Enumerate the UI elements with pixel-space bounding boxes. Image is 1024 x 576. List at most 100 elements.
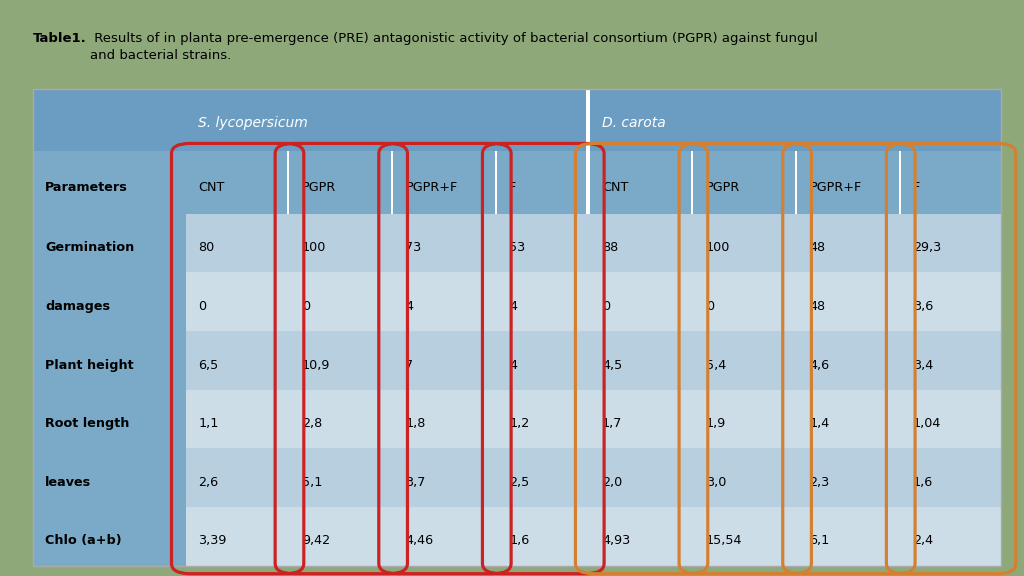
Bar <box>586 214 590 272</box>
Bar <box>393 507 497 566</box>
Bar <box>691 389 693 448</box>
Bar <box>899 214 901 272</box>
Bar <box>495 331 497 389</box>
Bar <box>795 507 797 566</box>
Bar <box>497 507 590 566</box>
Text: 15,54: 15,54 <box>706 535 742 548</box>
Bar <box>391 151 393 214</box>
Bar <box>393 272 497 331</box>
Text: 53: 53 <box>509 241 525 254</box>
Bar <box>290 272 393 331</box>
Bar <box>185 331 290 389</box>
Bar <box>393 331 497 389</box>
Bar <box>393 448 497 507</box>
Text: 5,1: 5,1 <box>302 476 323 489</box>
Text: Table1.: Table1. <box>33 32 86 45</box>
Bar <box>590 507 693 566</box>
Text: 1,9: 1,9 <box>706 417 726 430</box>
Bar <box>899 389 901 448</box>
Text: 48: 48 <box>809 300 825 313</box>
Text: PGPR: PGPR <box>706 181 740 194</box>
Bar <box>899 331 901 389</box>
Bar <box>795 214 797 272</box>
Bar <box>693 448 797 507</box>
Bar <box>497 331 590 389</box>
Bar <box>797 507 901 566</box>
Bar <box>391 507 393 566</box>
Text: 0: 0 <box>706 300 714 313</box>
Text: 4: 4 <box>509 300 517 313</box>
Bar <box>901 214 1001 272</box>
Text: CNT: CNT <box>602 181 629 194</box>
Text: F: F <box>913 181 921 194</box>
Text: Germination: Germination <box>45 241 134 254</box>
Text: 0: 0 <box>302 300 310 313</box>
Text: 4: 4 <box>509 358 517 372</box>
Bar <box>586 448 590 507</box>
Bar <box>899 448 901 507</box>
Bar <box>797 151 901 214</box>
Text: 5,4: 5,4 <box>706 358 726 372</box>
Text: 73: 73 <box>406 241 422 254</box>
Bar <box>691 448 693 507</box>
Bar <box>586 272 590 331</box>
Bar <box>393 389 497 448</box>
Bar <box>290 389 393 448</box>
Bar <box>590 214 693 272</box>
Bar <box>391 214 393 272</box>
Bar <box>391 272 393 331</box>
Text: 100: 100 <box>302 241 326 254</box>
Text: Plant height: Plant height <box>45 358 134 372</box>
Bar <box>795 389 797 448</box>
Text: 1,04: 1,04 <box>913 417 941 430</box>
Bar <box>795 331 797 389</box>
Bar <box>33 448 185 507</box>
Bar <box>288 389 290 448</box>
Text: 1,6: 1,6 <box>913 476 933 489</box>
Bar <box>899 272 901 331</box>
Text: Root length: Root length <box>45 417 129 430</box>
Bar <box>691 272 693 331</box>
Bar <box>586 331 590 389</box>
Text: 4: 4 <box>406 300 414 313</box>
Bar <box>590 272 693 331</box>
Bar <box>495 389 497 448</box>
Text: 2,8: 2,8 <box>302 417 322 430</box>
Bar <box>586 507 590 566</box>
Bar <box>288 151 290 214</box>
Bar <box>391 331 393 389</box>
Bar <box>691 214 693 272</box>
Bar <box>795 151 797 214</box>
Text: 3,7: 3,7 <box>406 476 426 489</box>
Bar <box>495 448 497 507</box>
Bar <box>33 389 185 448</box>
Bar <box>185 448 290 507</box>
Text: Chlo (a+b): Chlo (a+b) <box>45 535 122 548</box>
Bar <box>290 151 393 214</box>
Bar <box>797 272 901 331</box>
Bar <box>290 331 393 389</box>
Bar <box>693 151 797 214</box>
Bar <box>586 151 590 214</box>
Bar <box>393 151 497 214</box>
Text: 10,9: 10,9 <box>302 358 330 372</box>
Bar <box>797 389 901 448</box>
Bar <box>901 389 1001 448</box>
Bar <box>495 272 497 331</box>
Bar <box>391 448 393 507</box>
Bar <box>795 448 797 507</box>
Bar <box>288 448 290 507</box>
Bar <box>693 331 797 389</box>
Text: 2,6: 2,6 <box>198 476 218 489</box>
Bar <box>901 507 1001 566</box>
Text: 88: 88 <box>602 241 618 254</box>
Bar <box>693 214 797 272</box>
Bar <box>33 151 185 214</box>
Bar <box>290 507 393 566</box>
Bar <box>391 389 393 448</box>
Text: Parameters: Parameters <box>45 181 128 194</box>
Bar <box>693 507 797 566</box>
Text: 48: 48 <box>809 241 825 254</box>
Text: 0: 0 <box>198 300 206 313</box>
Text: 3,4: 3,4 <box>913 358 933 372</box>
